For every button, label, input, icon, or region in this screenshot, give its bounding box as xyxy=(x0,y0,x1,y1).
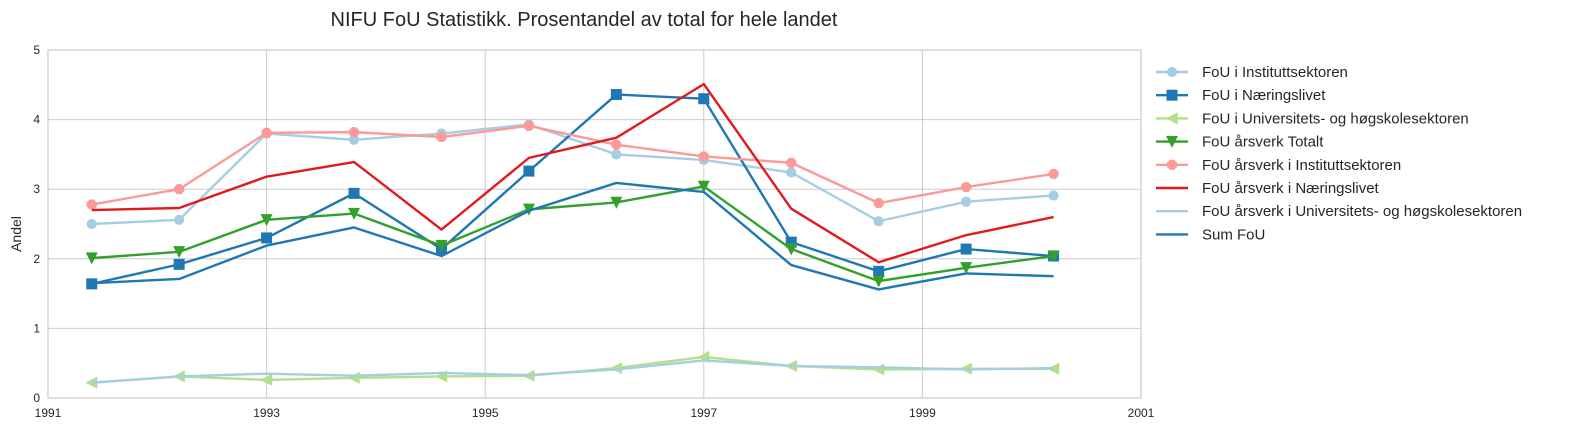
legend-entry: FoU årsverk i Universitets- og høgskoles… xyxy=(1156,203,1522,220)
legend-marker xyxy=(1166,66,1178,78)
legend-marker xyxy=(1165,135,1179,148)
series-line xyxy=(91,93,1054,286)
data-point xyxy=(435,239,448,252)
data-point xyxy=(697,180,710,193)
legend-label: FoU årsverk Totalt xyxy=(1202,134,1324,151)
data-point xyxy=(86,218,97,230)
series-6 xyxy=(91,82,1054,264)
legend-label: FoU i Instituttsektoren xyxy=(1202,64,1348,81)
data-point xyxy=(611,139,622,150)
series-line xyxy=(91,359,1054,384)
legend-label: FoU i Universitets- og høgskolesektoren xyxy=(1202,110,1469,127)
legend-marker xyxy=(1166,89,1178,101)
y-tick-label: 5 xyxy=(33,43,40,57)
data-point xyxy=(961,182,972,193)
legend-label: Sum FoU xyxy=(1202,226,1265,243)
data-point xyxy=(260,214,273,227)
plot-area: 1991 1993 1995 1997 1999 2001 0 1 2 3 4 5 xyxy=(33,43,1154,420)
series-line xyxy=(91,123,1054,226)
x-tick-label: 1995 xyxy=(472,406,499,420)
data-point xyxy=(873,198,884,209)
x-tick-label: 1993 xyxy=(253,406,280,420)
legend-entry: FoU i Instituttsektoren xyxy=(1156,64,1348,81)
legend-marker xyxy=(1165,112,1178,125)
data-point xyxy=(872,363,885,376)
data-point xyxy=(872,275,885,288)
x-tick-label: 1999 xyxy=(909,406,936,420)
data-point xyxy=(523,120,534,131)
data-point xyxy=(348,207,361,220)
legend-entry: FoU årsverk Totalt xyxy=(1156,134,1324,151)
legend-entry: Sum FoU xyxy=(1156,226,1265,243)
legend-marker xyxy=(1166,159,1178,170)
data-point xyxy=(174,184,185,195)
x-tick-label: 1991 xyxy=(35,406,62,420)
legend-entry: FoU i Næringslivet xyxy=(1156,87,1326,104)
data-point xyxy=(610,196,623,209)
data-point xyxy=(873,265,885,277)
data-point xyxy=(1048,190,1059,201)
data-point xyxy=(523,165,535,177)
chart-title: NIFU FoU Statistikk. Prosentandel av tot… xyxy=(331,9,838,31)
data-point xyxy=(261,127,272,138)
data-point xyxy=(260,373,273,386)
data-point xyxy=(349,127,360,138)
data-point xyxy=(173,246,186,259)
legend-label: FoU årsverk i Instituttsektoren xyxy=(1202,157,1401,174)
data-point xyxy=(960,243,972,255)
data-point xyxy=(698,93,710,105)
series-line xyxy=(91,181,1054,291)
data-point xyxy=(610,89,622,101)
data-point xyxy=(347,371,360,384)
series-3 xyxy=(85,350,1060,389)
y-axis-label: Andel xyxy=(8,216,24,252)
series-5 xyxy=(86,120,1059,210)
y-tick-label: 4 xyxy=(33,113,40,127)
data-point xyxy=(436,131,447,143)
data-point xyxy=(786,167,797,178)
legend: FoU i Instituttsektoren FoU i Næringslive… xyxy=(1156,64,1522,243)
data-point xyxy=(174,214,185,225)
y-tick-label: 0 xyxy=(33,391,40,405)
data-point xyxy=(786,157,797,168)
data-point xyxy=(261,232,273,244)
data-point xyxy=(85,252,98,265)
y-tick-label: 1 xyxy=(33,321,40,335)
legend-label: FoU årsverk i Universitets- og høgskoles… xyxy=(1202,203,1522,220)
series-4 xyxy=(85,180,1060,288)
data-point xyxy=(873,216,884,227)
data-point xyxy=(611,149,622,160)
series-line xyxy=(91,355,1054,384)
data-point xyxy=(698,151,709,162)
data-point xyxy=(961,196,972,207)
y-tick-label: 3 xyxy=(33,182,40,196)
data-point xyxy=(173,258,185,270)
series-line xyxy=(91,124,1054,206)
series-8 xyxy=(91,181,1054,291)
series-1 xyxy=(86,119,1059,230)
data-point xyxy=(1048,168,1059,179)
data-point xyxy=(86,199,97,210)
y-tick-label: 2 xyxy=(33,252,40,266)
data-point xyxy=(1047,250,1060,263)
legend-label: FoU årsverk i Næringslivet xyxy=(1202,180,1380,197)
legend-entry: FoU i Universitets- og høgskolesektoren xyxy=(1156,110,1469,127)
data-point xyxy=(960,262,973,275)
series-line xyxy=(91,82,1054,264)
series-line xyxy=(91,185,1054,283)
x-tick-label: 1997 xyxy=(690,406,717,420)
legend-entry: FoU årsverk i Næringslivet xyxy=(1156,180,1380,197)
plot-frame xyxy=(47,49,1142,399)
legend-entry: FoU årsverk i Instituttsektoren xyxy=(1156,157,1401,174)
x-tick-label: 2001 xyxy=(1128,406,1155,420)
legend-label: FoU i Næringslivet xyxy=(1202,87,1326,104)
series-7 xyxy=(91,359,1054,384)
data-point xyxy=(348,187,360,199)
data-point xyxy=(785,243,798,256)
